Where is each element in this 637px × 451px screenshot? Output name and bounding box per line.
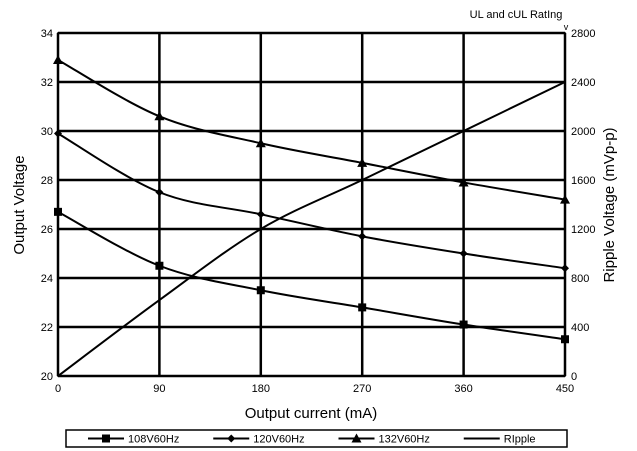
grid-lines (56, 31, 567, 378)
y-left-tick-label: 28 (41, 175, 53, 187)
legend-label: 108V60Hz (128, 434, 179, 446)
series-layer (53, 54, 570, 377)
y-left-tick-label: 24 (41, 273, 53, 285)
y-left-tick-label: 34 (41, 28, 53, 40)
x-axis-label: Output current (mA) (245, 405, 378, 422)
y-right-tick-label: 2800 (571, 28, 595, 40)
series-line-1 (57, 210, 566, 341)
series-3-point (53, 54, 63, 64)
tick-labels: 0 90 180 270 360 450 20 22 24 26 28 30 32 34 0 400 800 12… (41, 28, 596, 395)
series-2-point (256, 210, 265, 219)
x-tick-label: 360 (454, 383, 472, 395)
y-right-tick-label: 2000 (571, 126, 595, 138)
x-tick-label: 450 (556, 383, 574, 395)
legend-marker (351, 433, 362, 443)
y-right-tick-label: 400 (571, 322, 589, 334)
series-3-point (154, 111, 165, 121)
series-1-point (54, 207, 62, 216)
series-1-point (561, 335, 569, 344)
y-left-tick-label: 20 (41, 371, 53, 383)
legend-label: RIpple (504, 434, 536, 446)
x-tick-label: 180 (252, 383, 270, 395)
y-left-tick-label: 22 (41, 322, 53, 334)
legend-box (65, 429, 568, 448)
y-axis-left-label: Output Voltage (11, 155, 28, 254)
series-line-4 (57, 81, 566, 377)
legend-label: 120V60Hz (253, 434, 304, 446)
rating-annotation-mark: v (564, 22, 569, 32)
series-line-3 (57, 59, 566, 201)
legend-marker (227, 434, 236, 443)
series-2-point (54, 129, 62, 138)
series-3-point (255, 138, 266, 148)
x-tick-label: 90 (153, 383, 165, 395)
series-3-point (458, 177, 469, 187)
legend-label: 132V60Hz (379, 434, 430, 446)
y-axis-right-label: Ripple Voltage (mVp-p) (601, 127, 618, 282)
series-1-point (256, 286, 265, 295)
y-right-tick-label: 0 (571, 371, 577, 383)
x-tick-label: 270 (353, 383, 371, 395)
series-2-point (561, 264, 569, 273)
series-3-point (560, 194, 570, 204)
rating-annotation: UL and cUL RatIng (470, 9, 563, 21)
series-1-point (155, 261, 164, 270)
series-2-point (459, 249, 468, 258)
series-1-point (459, 320, 468, 329)
y-left-tick-label: 32 (41, 77, 53, 89)
y-right-tick-label: 1600 (571, 175, 595, 187)
legend-marker (102, 434, 110, 443)
series-2-point (155, 188, 164, 197)
series-1-point (358, 303, 367, 312)
series-3-point (357, 157, 368, 167)
y-right-tick-label: 800 (571, 273, 589, 285)
x-tick-label: 0 (55, 383, 61, 395)
legend: 108V60Hz 120V60Hz 132V60Hz RIpple (65, 429, 568, 448)
series-line-2 (57, 132, 566, 270)
y-left-tick-label: 30 (41, 126, 53, 138)
plot-frame (57, 32, 566, 377)
y-right-tick-label: 1200 (571, 224, 595, 236)
series-2-point (358, 232, 367, 241)
y-left-tick-label: 26 (41, 224, 53, 236)
y-right-tick-label: 2400 (571, 77, 595, 89)
